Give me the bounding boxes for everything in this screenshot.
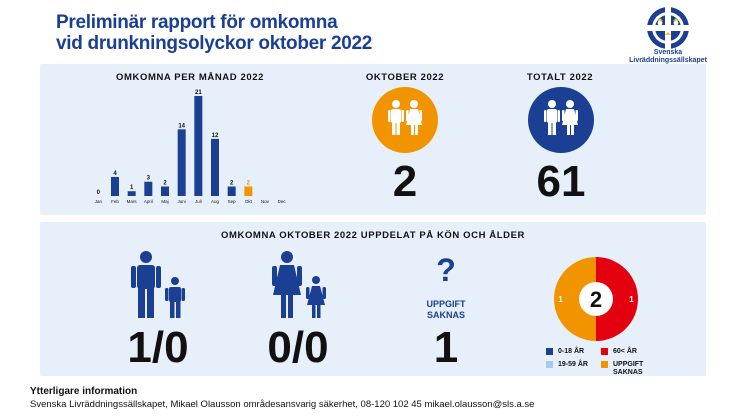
bar-aug xyxy=(211,138,219,196)
oktober-value: 2 xyxy=(392,157,418,206)
month-tick-label: Feb xyxy=(111,199,119,204)
legend-swatch xyxy=(601,361,608,368)
lifesaving-crest-icon xyxy=(647,7,689,49)
bar-value-label: 0 xyxy=(97,190,101,196)
report-title: Preliminär rapport för omkomna vid drunk… xyxy=(56,12,372,54)
bar-value-label: 2 xyxy=(230,180,234,186)
donut-center-label: 2 xyxy=(590,287,602,312)
bar-mars xyxy=(127,191,136,196)
female-value: 0/0 xyxy=(267,323,329,372)
donut-slice-label: 1 xyxy=(629,295,634,304)
title-line-1: Preliminär rapport för omkomna xyxy=(56,12,338,33)
footer-title: Ytterligare information xyxy=(30,386,138,397)
month-tick-label: Aug xyxy=(211,199,220,204)
man-and-boy-icon xyxy=(131,251,185,318)
donut-slice-label: 1 xyxy=(558,295,563,304)
bar-value-label: 12 xyxy=(212,133,219,139)
month-tick-label: Sep xyxy=(228,199,237,204)
totalt-value: 61 xyxy=(536,157,586,206)
month-tick-label: April xyxy=(144,199,153,204)
bar-okt xyxy=(244,186,253,196)
legend-swatch xyxy=(546,348,553,355)
bar-value-label: 21 xyxy=(195,90,202,96)
month-tick-label: Okt xyxy=(245,199,253,204)
month-tick-label: Juli xyxy=(195,199,202,204)
bar-value-label: 14 xyxy=(178,123,185,129)
oktober-circle xyxy=(372,87,438,153)
month-tick-label: Jan xyxy=(95,199,103,204)
bar-juli xyxy=(194,96,203,196)
donut-hole xyxy=(579,282,613,316)
legend-swatch xyxy=(546,361,553,368)
donut-slice xyxy=(596,257,638,341)
month-tick-label: Nov xyxy=(261,199,270,204)
oktober-heading: OKTOBER 2022 xyxy=(365,72,445,83)
unknown-label: UPPGIFT SAKNAS xyxy=(426,299,466,320)
bar-maj xyxy=(161,186,169,196)
bar-chart-title: OMKOMNA PER MÅNAD 2022 xyxy=(116,72,264,83)
legend-60-plus: 60< ÅR xyxy=(601,348,637,356)
totalt-circle xyxy=(528,87,594,153)
question-mark-icon: ? xyxy=(436,252,456,288)
donut-slice xyxy=(554,257,596,341)
logo-text: Svenska Livräddningssällskapet xyxy=(629,49,707,64)
bar-value-label: 4 xyxy=(113,171,117,177)
bar-value-label: 2 xyxy=(163,180,167,186)
bar-feb xyxy=(111,176,119,196)
title-line-2: vid drunkningsolyckor oktober 2022 xyxy=(56,33,373,54)
woman-and-girl-icon xyxy=(272,251,326,318)
age-donut-chart: 1 1 2 xyxy=(554,257,638,341)
legend-19-59: 19-59 ÅR xyxy=(546,361,588,369)
people-male-female-icon xyxy=(544,100,578,137)
legend-swatch xyxy=(601,348,608,355)
unknown-value: 1 xyxy=(433,323,459,372)
bar-april xyxy=(144,181,153,196)
legend-0-18: 0-18 ÅR xyxy=(546,348,584,356)
bar-sep xyxy=(227,186,236,196)
breakdown-heading: OMKOMNA OKTOBER 2022 UPPDELAT PÅ KÖN OCH… xyxy=(220,230,525,241)
male-value: 1/0 xyxy=(127,323,189,372)
bar-value-label: 1 xyxy=(130,185,134,191)
month-tick-label: Juni xyxy=(178,199,186,204)
legend-uppgift-saknas: UPPGIFT SAKNAS xyxy=(601,361,643,377)
month-tick-label: Maj xyxy=(161,199,168,204)
people-male-female-icon xyxy=(388,100,422,137)
monthly-bar-chart: 0 Jan 4 Feb 1 Mars 3 April 2 Maj 14 Juni 21 Juli 12 Aug… xyxy=(95,90,287,204)
bar-value-label: 2 xyxy=(247,180,251,186)
bar-value-label: 3 xyxy=(147,176,151,182)
footer-contact: Svenska Livräddningssällskapet, Mikael O… xyxy=(30,399,535,410)
bar-juni xyxy=(177,129,186,196)
totalt-heading: TOTALT 2022 xyxy=(526,72,594,83)
month-tick-label: Mars xyxy=(127,199,138,204)
month-tick-label: Dec xyxy=(278,199,287,204)
